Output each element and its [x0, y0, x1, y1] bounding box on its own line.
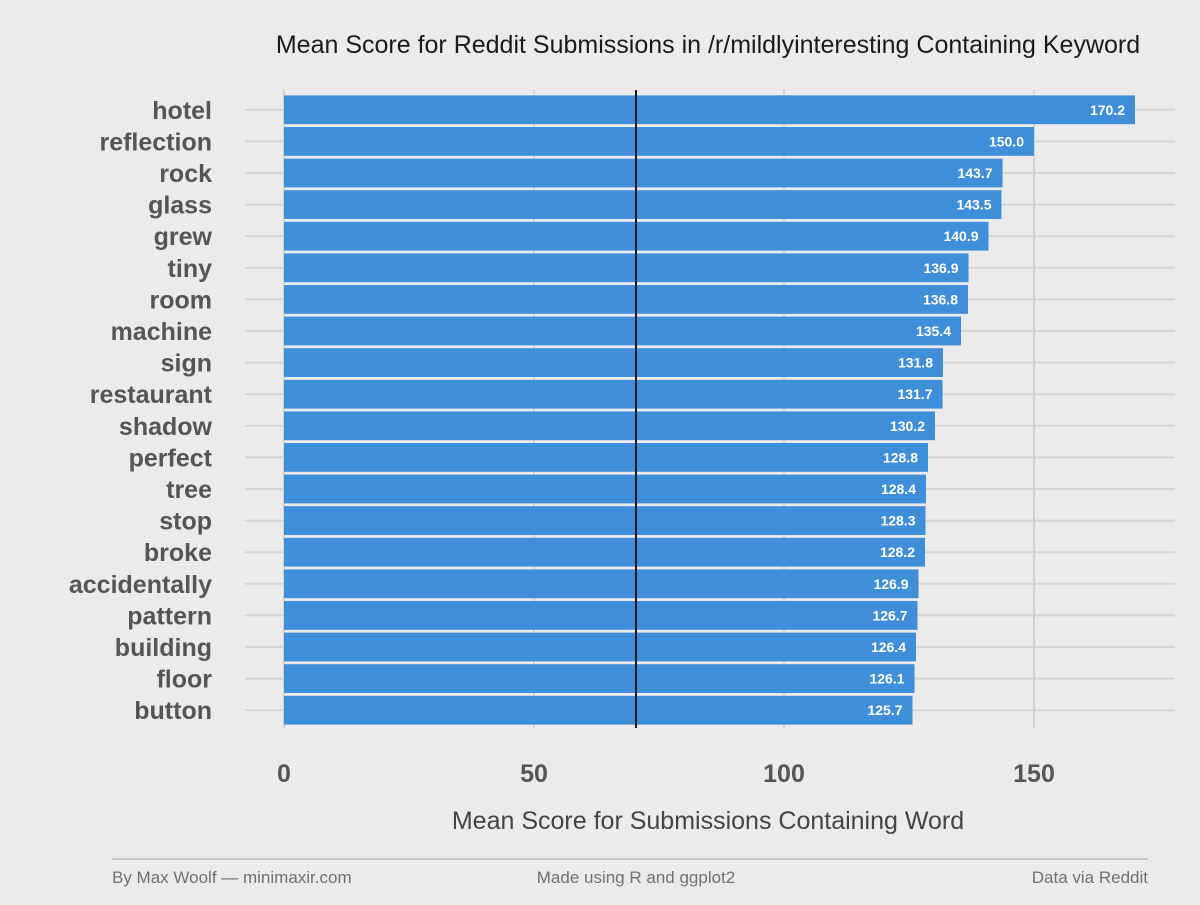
bar-sign — [284, 348, 943, 377]
bar-perfect — [284, 443, 928, 472]
category-label-reflection: reflection — [99, 128, 212, 156]
data-label-restaurant: 131.7 — [897, 386, 932, 402]
category-label-grew: grew — [154, 223, 213, 251]
data-label-building: 126.4 — [871, 639, 906, 655]
footer-tools: Made using R and ggplot2 — [537, 868, 735, 887]
x-tick-0: 0 — [277, 760, 291, 788]
bar-building — [284, 632, 916, 662]
data-label-button: 125.7 — [867, 702, 902, 718]
bar-button — [284, 695, 913, 725]
data-labels: 170.2 150.0 143.7 143.5 140.9 136.9 136.8 135.4… — [867, 102, 1125, 718]
bar-shadow — [284, 411, 935, 441]
bar-tree — [284, 474, 926, 504]
bar-stop — [284, 506, 926, 535]
chart-title: Mean Score for Reddit Submissions in /r/… — [276, 31, 1140, 59]
footer-source: Data via Reddit — [1032, 868, 1149, 887]
category-label-rock: rock — [159, 160, 212, 188]
category-label-restaurant: restaurant — [90, 381, 213, 409]
bar-broke — [284, 537, 925, 567]
bar-accidentally — [284, 569, 919, 599]
category-label-machine: machine — [111, 318, 213, 346]
x-axis-label: Mean Score for Submissions Containing Wo… — [452, 807, 964, 835]
bar-hotel — [284, 95, 1135, 125]
data-label-reflection: 150.0 — [989, 133, 1024, 149]
data-label-hotel: 170.2 — [1090, 102, 1125, 118]
data-label-pattern: 126.7 — [872, 607, 907, 623]
data-label-perfect: 128.8 — [883, 449, 918, 465]
category-label-tiny: tiny — [168, 255, 213, 283]
x-tick-labels: 0 50 100 150 — [277, 760, 1055, 788]
category-label-button: button — [134, 697, 212, 725]
category-label-perfect: perfect — [129, 444, 213, 472]
data-label-accidentally: 126.9 — [873, 576, 908, 592]
data-label-stop: 128.3 — [880, 513, 915, 529]
data-label-machine: 135.4 — [916, 323, 951, 339]
footer-author: By Max Woolf — minimaxir.com — [112, 868, 352, 887]
data-label-room: 136.8 — [923, 291, 958, 307]
category-labels: hotel reflection rock glass grew tiny room mach… — [69, 97, 213, 725]
bar-glass — [284, 190, 1002, 219]
category-label-glass: glass — [148, 192, 212, 220]
bar-rock — [284, 158, 1003, 188]
category-label-sign: sign — [161, 350, 212, 378]
category-label-stop: stop — [159, 508, 212, 536]
category-label-tree: tree — [166, 476, 212, 504]
bar-reflection — [284, 127, 1034, 156]
category-label-building: building — [115, 634, 212, 662]
x-tick-150: 150 — [1013, 760, 1055, 788]
bar-floor — [284, 664, 915, 693]
data-label-glass: 143.5 — [956, 197, 991, 213]
category-label-hotel: hotel — [152, 97, 212, 125]
category-label-shadow: shadow — [119, 413, 213, 441]
bar-machine — [284, 316, 961, 346]
bar-tiny — [284, 253, 969, 283]
category-label-room: room — [150, 286, 213, 314]
data-label-tree: 128.4 — [881, 481, 916, 497]
bar-room — [284, 285, 968, 314]
data-label-floor: 126.1 — [869, 671, 904, 687]
data-label-tiny: 136.9 — [923, 260, 958, 276]
bars — [284, 95, 1135, 725]
bar-restaurant — [284, 379, 943, 409]
bar-pattern — [284, 601, 918, 630]
category-label-floor: floor — [156, 666, 212, 694]
data-label-grew: 140.9 — [943, 228, 978, 244]
category-label-broke: broke — [144, 539, 212, 567]
data-label-rock: 143.7 — [957, 165, 992, 181]
data-label-shadow: 130.2 — [890, 418, 925, 434]
data-label-broke: 128.2 — [880, 544, 915, 560]
category-label-pattern: pattern — [127, 602, 212, 630]
x-tick-100: 100 — [763, 760, 805, 788]
x-tick-50: 50 — [520, 760, 548, 788]
category-label-accidentally: accidentally — [69, 571, 212, 599]
data-label-sign: 131.8 — [898, 355, 933, 371]
